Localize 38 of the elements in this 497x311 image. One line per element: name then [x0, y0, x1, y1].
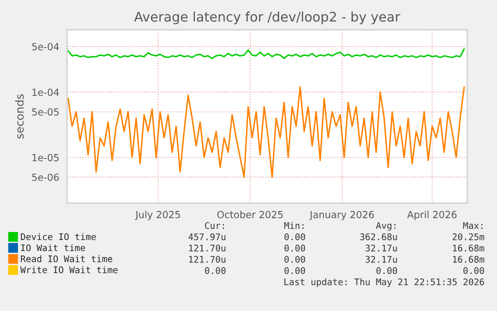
x-tick-label: October 2025	[217, 210, 283, 218]
text: 0.00	[463, 267, 484, 274]
legend-label: Read IO Wait time	[20, 255, 112, 262]
x-tick-label: January 2026	[309, 210, 374, 220]
y-axis-title: seconds	[15, 94, 24, 139]
line-series	[67, 86, 465, 178]
legend-label: IO Wait time	[21, 244, 86, 252]
text: 32.17u	[366, 256, 397, 263]
y-tick-label: 5e-04	[32, 43, 59, 50]
text: Min:	[284, 222, 304, 229]
legend-label: Device IO time	[20, 233, 96, 240]
text: 0.00	[204, 267, 226, 274]
text: Last update: Thu May 21 22:51:35 2026	[284, 278, 484, 288]
text: Max:	[463, 222, 482, 229]
x-tick-label: July 2025	[134, 210, 180, 220]
text: 0.00	[284, 256, 306, 263]
text: 0.00	[284, 267, 306, 274]
chart-title: Average latency for /dev/loop2 - by year	[134, 11, 400, 24]
text: 32.17u	[366, 244, 397, 252]
text: 0.00	[284, 244, 306, 252]
text: 16.68m	[453, 256, 484, 263]
x-tick-label: April 2026	[407, 210, 457, 220]
text: Avg:	[376, 222, 396, 231]
text: 16.68m	[453, 244, 484, 252]
text: 0.00	[284, 233, 306, 240]
text: 457.97u	[188, 233, 226, 240]
text: 121.70u	[189, 256, 226, 263]
legend-label: Write IO Wait time	[20, 266, 118, 274]
y-tick-label: 5e-06	[32, 174, 59, 181]
text: 0.00	[376, 267, 398, 274]
text: Cur:	[205, 222, 224, 229]
line-series	[67, 48, 465, 59]
y-tick-label: 1e-04	[32, 88, 59, 96]
text: 20.25m	[452, 233, 484, 240]
text: 121.70u	[189, 244, 226, 252]
y-tick-label: 5e-05	[32, 108, 59, 116]
text: 362.68u	[360, 233, 397, 240]
y-tick-label: 1e-05	[32, 154, 59, 162]
